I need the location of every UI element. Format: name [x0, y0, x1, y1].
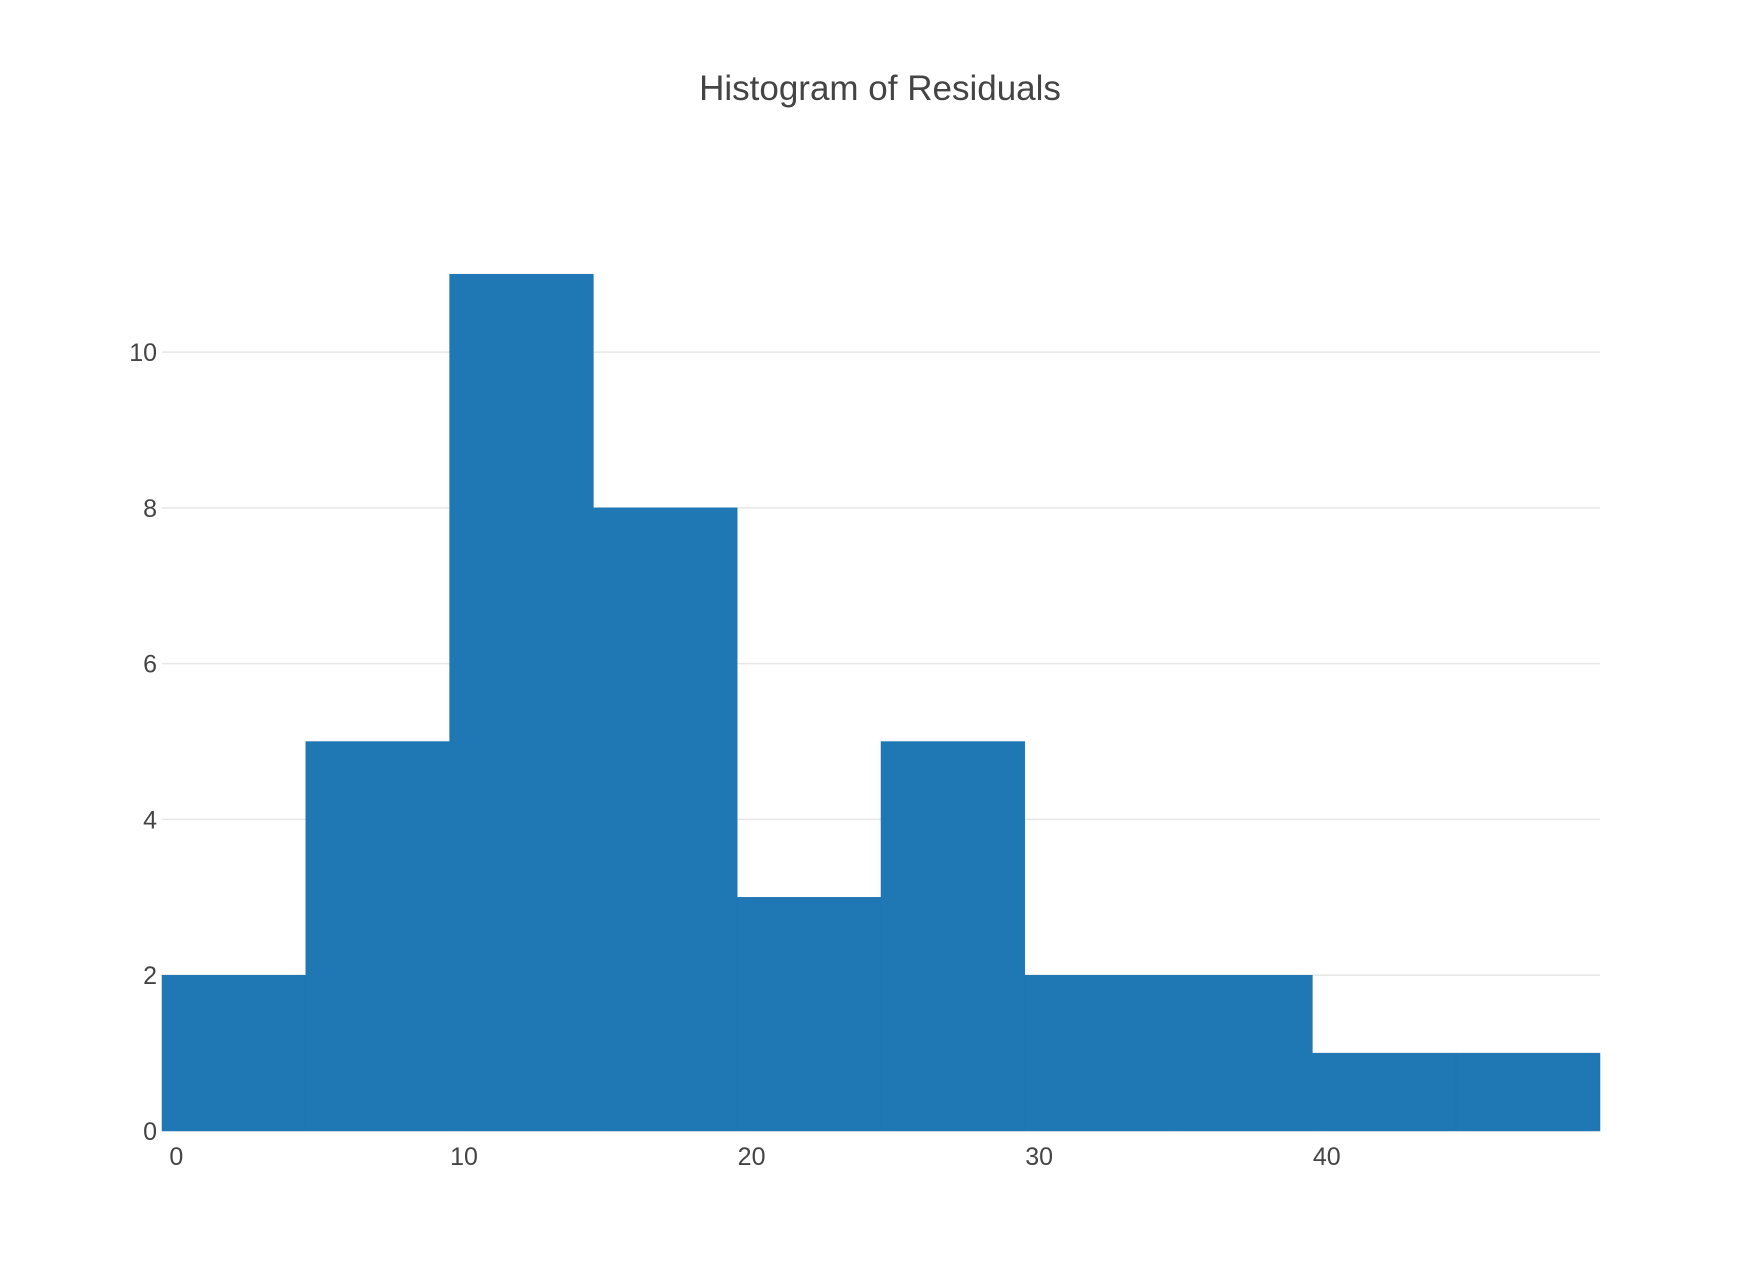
histogram-bar-25-30 — [880, 741, 1026, 1132]
y-tick-label: 4 — [143, 806, 157, 834]
chart-title: Histogram of Residuals — [699, 69, 1061, 108]
histogram-bar-20-25 — [736, 897, 882, 1132]
histogram-bar-45-50 — [1455, 1052, 1601, 1132]
histogram-bar-5-10 — [305, 741, 450, 1132]
x-tick-label: 0 — [169, 1143, 183, 1171]
y-tick-label: 8 — [143, 495, 157, 523]
y-tick-label: 2 — [143, 962, 157, 990]
x-tick-label: 20 — [738, 1143, 766, 1171]
x-axis-ticks: 0 10 20 30 40 — [169, 1143, 1340, 1171]
histogram-bar-35-40 — [1168, 974, 1313, 1132]
y-axis-ticks: 0 2 4 6 8 10 — [129, 339, 157, 1146]
y-tick-label: 6 — [143, 651, 157, 679]
histogram-bar-30-35 — [1024, 974, 1169, 1132]
histogram-bar-40-45 — [1312, 1052, 1457, 1132]
histogram-bar-15-20 — [593, 507, 738, 1132]
x-tick-label: 30 — [1025, 1143, 1053, 1171]
y-tick-label: 10 — [129, 339, 157, 367]
x-tick-label: 10 — [450, 1143, 478, 1171]
bars-layer — [161, 273, 1601, 1132]
y-tick-label: 0 — [143, 1118, 157, 1146]
histogram-bar-0-5 — [161, 974, 307, 1132]
x-tick-label: 40 — [1313, 1143, 1341, 1171]
histogram-bar-10-15 — [449, 273, 594, 1132]
